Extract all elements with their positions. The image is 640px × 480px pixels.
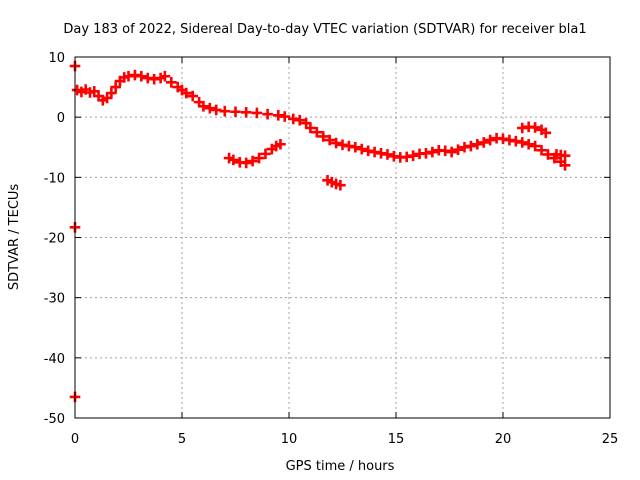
data-point [88, 85, 100, 97]
data-point [279, 111, 291, 122]
data-point [382, 149, 393, 160]
data-point [300, 117, 312, 129]
series-arc-low [223, 138, 286, 169]
series-late-end [551, 149, 571, 161]
data-point [516, 137, 528, 148]
y-tick-label: -40 [44, 352, 65, 367]
data-point [166, 76, 177, 88]
x-tick-label: 0 [71, 432, 79, 447]
y-tick-label: 10 [48, 51, 65, 66]
y-tick-label: -30 [44, 292, 65, 307]
data-point [317, 131, 329, 142]
data-point [523, 138, 534, 150]
x-axis-label: GPS time / hours [286, 459, 395, 474]
data-point [465, 140, 477, 152]
data-point [350, 141, 361, 153]
data-point [159, 70, 171, 82]
data-point [198, 101, 209, 112]
data-point [204, 102, 216, 114]
data-point [335, 179, 346, 191]
data-point [210, 104, 222, 116]
data-point [260, 148, 271, 160]
data-point [251, 107, 263, 119]
data-point [484, 134, 496, 146]
data-point [230, 106, 241, 118]
series-late-high [516, 121, 552, 139]
y-tick-label: -20 [44, 232, 65, 247]
data-point [110, 81, 121, 93]
grid-lines [75, 57, 610, 418]
axis-ticks: 0 5 10 15 20 25 10 0 -10 -20 -30 -40 -50 [44, 51, 619, 447]
data-point [356, 143, 368, 155]
data-point [180, 87, 192, 99]
chart-title: Day 183 of 2022, Sidereal Day-to-day VTE… [63, 22, 586, 37]
x-tick-label: 20 [495, 432, 512, 447]
data-point [101, 92, 113, 104]
data-point [228, 154, 239, 166]
data-point [247, 155, 258, 167]
data-point [193, 96, 205, 108]
y-tick-label: 0 [57, 111, 65, 126]
data-point [253, 152, 265, 164]
x-tick-label: 25 [602, 432, 619, 447]
series-main [71, 69, 571, 171]
data-point [427, 146, 438, 158]
y-tick-label: -10 [44, 171, 65, 186]
data-point [240, 157, 252, 169]
data-point [536, 144, 547, 156]
data-point [106, 87, 117, 99]
x-tick-label: 15 [388, 432, 405, 447]
data-point [452, 144, 464, 155]
data-point [529, 140, 541, 152]
y-axis-label: SDTVAR / TECUs [7, 184, 22, 291]
data-points [69, 60, 571, 403]
data-point [330, 137, 342, 149]
data-point [219, 105, 231, 117]
data-point [407, 150, 419, 161]
data-point [542, 149, 554, 160]
data-point [446, 146, 457, 158]
data-point [294, 114, 305, 126]
data-point [472, 138, 483, 150]
series-short-low [322, 175, 346, 191]
x-tick-label: 5 [178, 432, 186, 447]
data-point [478, 137, 490, 148]
data-point [559, 160, 571, 171]
data-point [187, 90, 198, 102]
data-point [559, 150, 571, 161]
data-point [324, 134, 335, 146]
data-point [262, 108, 273, 120]
data-point [311, 126, 323, 138]
data-point [540, 127, 552, 139]
data-point [275, 138, 286, 150]
data-point [305, 122, 316, 134]
x-tick-label: 10 [281, 432, 298, 447]
data-point [529, 122, 541, 133]
data-point [93, 90, 104, 102]
data-point [136, 70, 147, 82]
y-tick-label: -50 [44, 412, 65, 427]
data-point [240, 107, 252, 118]
